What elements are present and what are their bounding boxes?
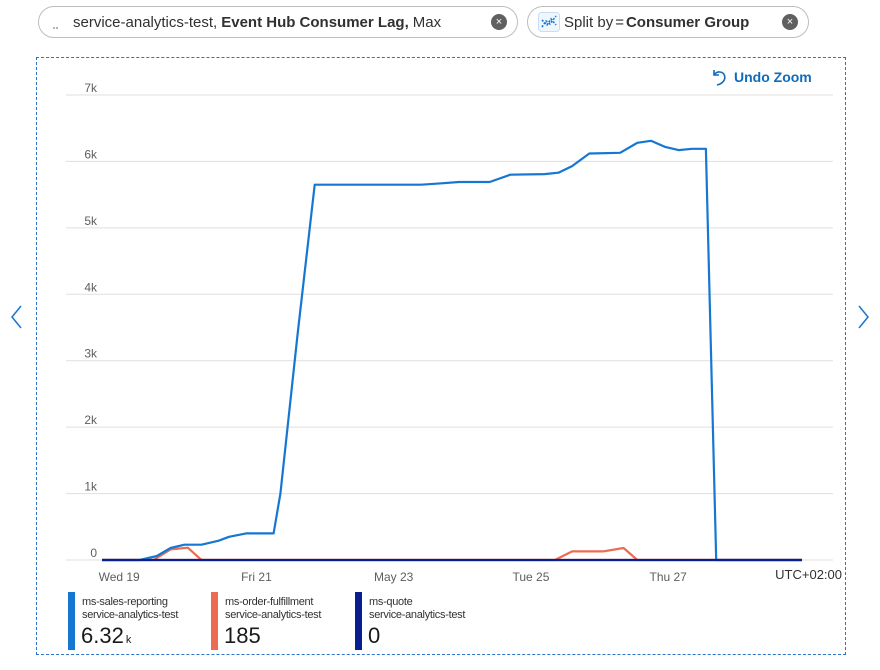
drag-handle-icon[interactable] (53, 26, 61, 30)
legend-resource-name: service-analytics-test (225, 609, 322, 621)
split-pill[interactable]: Split by = Consumer Group × (527, 6, 809, 38)
split-label: Split by (564, 13, 614, 31)
chart-frame[interactable] (36, 57, 846, 655)
legend-series-name: ms-quote (369, 596, 413, 608)
undo-icon (713, 70, 726, 86)
legend-color-swatch (211, 592, 218, 650)
metric-resource: service-analytics-test, (73, 13, 218, 31)
legend-color-swatch (68, 592, 75, 650)
metric-aggregation: Max (412, 13, 442, 31)
legend-series-name: ms-order-fulfillment (225, 596, 314, 608)
legend-value: 185 (224, 623, 261, 648)
legend-value: 6.32 k (81, 623, 132, 648)
split-icon (538, 12, 560, 32)
legend-resource-name: service-analytics-test (369, 609, 466, 621)
split-equals: = (615, 13, 624, 31)
legend-resource-name: service-analytics-test (82, 609, 179, 621)
undo-zoom-label: Undo Zoom (734, 69, 812, 85)
metric-pill[interactable]: service-analytics-test, Event Hub Consum… (38, 6, 518, 38)
legend-value: 0 (368, 623, 381, 648)
close-icon[interactable]: × (491, 14, 507, 30)
metric-name: Event Hub Consumer Lag, (221, 13, 409, 31)
chevron-right-icon[interactable] (855, 303, 871, 331)
close-icon[interactable]: × (782, 14, 798, 30)
legend-series-name: ms-sales-reporting (82, 596, 168, 608)
chevron-left-icon[interactable] (9, 303, 25, 331)
undo-zoom-button[interactable]: Undo Zoom (710, 67, 812, 87)
legend-color-swatch (355, 592, 362, 650)
split-dimension: Consumer Group (625, 13, 750, 31)
